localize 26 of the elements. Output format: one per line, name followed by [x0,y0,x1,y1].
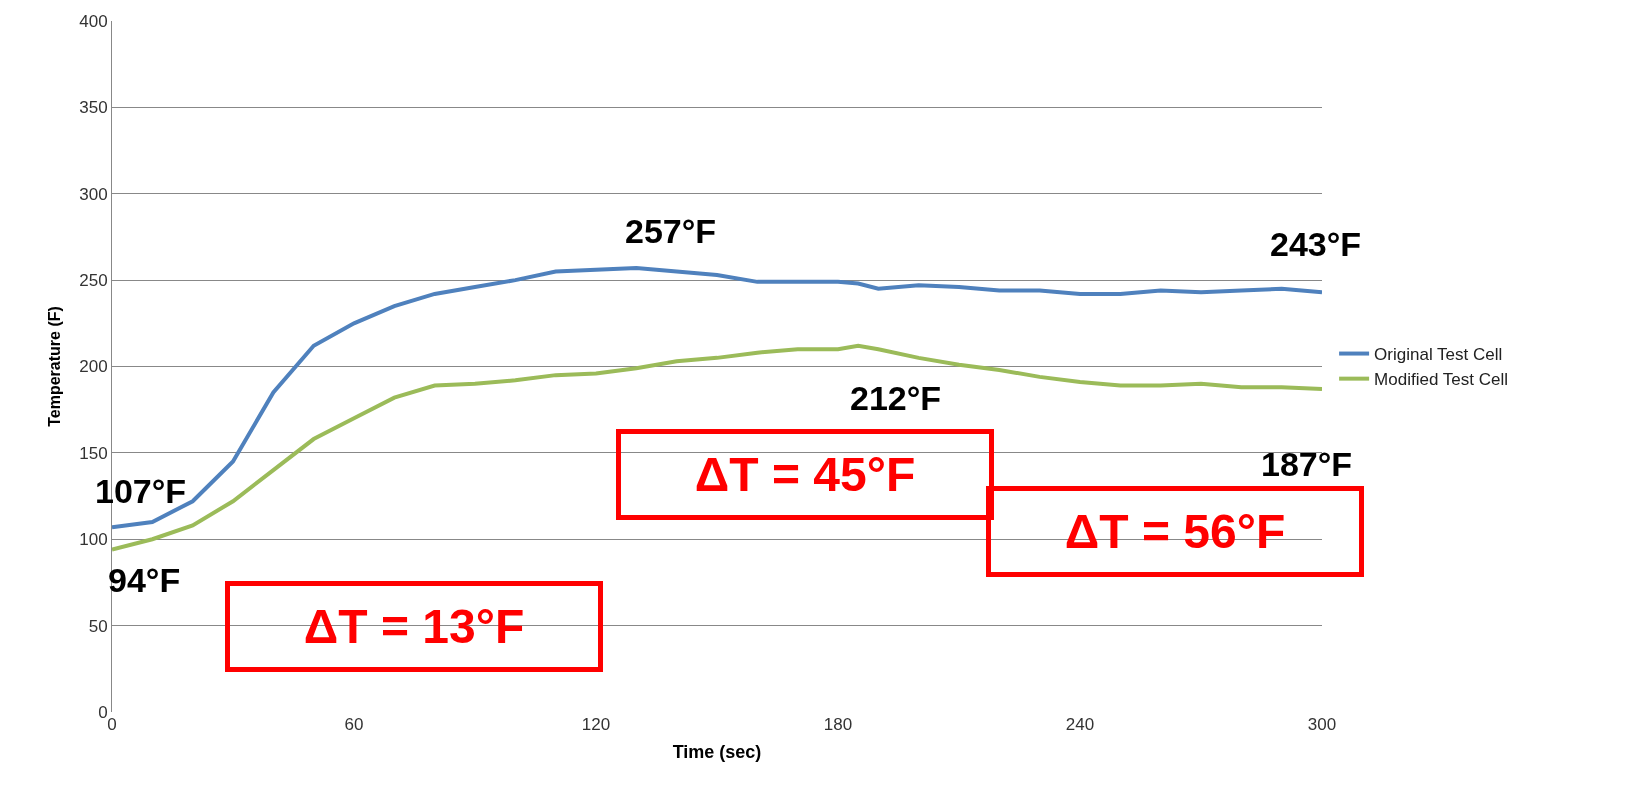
y-axis-title: Temperature (F) [46,306,64,427]
annotation: 94°F [108,561,181,599]
x-tick-label: 60 [344,715,364,734]
x-tick-label: 120 [581,715,611,734]
annotation: ΔT = 56°F [1064,505,1286,558]
y-tick-label: 350 [79,98,108,118]
annotation: 187°F [1261,445,1353,483]
x-tick-label: 180 [823,715,853,734]
y-tick-label: 400 [79,11,108,31]
y-tick-label: 100 [79,530,108,550]
y-tick-label: 50 [88,616,108,636]
y-tick-label: 150 [79,443,108,463]
annotation: 257°F [625,212,717,250]
y-tick-label: 200 [79,357,108,377]
y-tick-label: 300 [79,184,108,204]
annotation: 212°F [850,379,942,417]
annotation: ΔT = 45°F [694,448,916,501]
annotation: 243°F [1270,225,1362,263]
legend-label: Modified Test Cell [1374,370,1508,390]
legend-label: Original Test Cell [1374,345,1503,365]
x-axis-title: Time (sec) [672,742,762,763]
x-tick-label: 240 [1065,715,1095,734]
x-tick-label: 300 [1307,715,1337,734]
annotation: 107°F [95,472,187,510]
annotation: ΔT = 13°F [303,600,525,653]
y-tick-label: 250 [79,271,108,291]
